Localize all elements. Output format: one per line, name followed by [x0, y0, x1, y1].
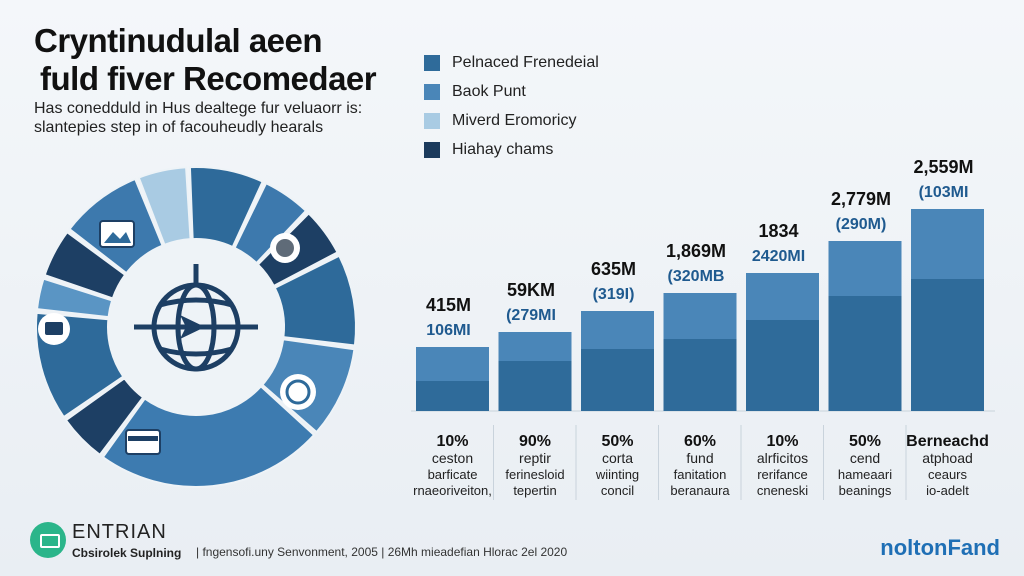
image-icon [99, 220, 135, 248]
x-tick-label: atphoad [922, 450, 973, 466]
footer-logo: noltonFand [880, 535, 1000, 560]
bar-segment-lower [911, 279, 984, 411]
bar-sub-label: 106MI [426, 322, 470, 339]
bar-value-label: 415M [426, 295, 471, 315]
bar-desc-line-2: io-adelt [926, 483, 969, 498]
title-line-1: Cryntinudulal aeen [34, 22, 323, 59]
bar-segment-lower [581, 349, 654, 411]
donut-chart [35, 166, 357, 488]
bar-desc-line-1: rerifance [757, 467, 808, 482]
bar-desc-line-2: tepertin [513, 483, 556, 498]
bar-value-label: 2,559M [913, 157, 973, 177]
x-tick-label: alrficitos [757, 450, 808, 466]
legend-swatch [424, 83, 440, 100]
bar-desc-line-1: fanitation [674, 467, 727, 482]
legend-item: Miverd Eromoricy [424, 106, 599, 135]
bar-sub-label: (290M) [836, 216, 887, 233]
bar-segment-lower [498, 361, 572, 411]
bar-segment-upper [416, 347, 489, 381]
x-tick-label: corta [602, 450, 633, 466]
arrow-icon [180, 315, 205, 339]
bar-percent-label: 60% [684, 433, 716, 450]
bar-desc-line-2: concil [601, 483, 634, 498]
bar-percent-label: 50% [601, 433, 633, 450]
x-tick-label: reptir [519, 450, 551, 466]
bar-desc-line-1: wiinting [595, 467, 639, 482]
bar-value-label: 1,869M [666, 241, 726, 261]
bar-percent-label: 10% [436, 433, 468, 450]
x-tick-label: ceston [432, 450, 473, 466]
legend-swatch [424, 112, 440, 129]
bar-series [416, 209, 984, 411]
bar-percent-label: 50% [849, 433, 881, 450]
bar-value-label: 2,779M [831, 189, 891, 209]
legend-item: Baok Punt [424, 77, 599, 106]
bar-segment-lower [416, 381, 489, 411]
bar-segment-upper [828, 241, 902, 296]
footer-tagline: Cbsirolek Suplning [72, 546, 182, 560]
bar-value-label: 1834 [758, 221, 798, 241]
footer-note: | fngensofi.uny Senvonment, 2005 | 26Mh … [196, 545, 568, 559]
bar-value-label: 635M [591, 259, 636, 279]
title-line-2: fuld fiver Recomedaer [40, 60, 377, 97]
bar-percent-label: Berneachd [906, 433, 989, 450]
chart-title: Cryntinudulal aeen fuld fiver Recomedaer [34, 22, 377, 98]
bar-segment-lower [746, 320, 819, 411]
subtitle-line-2: slantepies step in of facouheudly hearal… [34, 119, 324, 136]
globe-icon [134, 264, 258, 372]
bar-segment-upper [581, 311, 654, 349]
bar-desc-line-1: hameaari [838, 467, 892, 482]
bar-segment-upper [911, 209, 984, 279]
legend-swatch [424, 141, 440, 158]
bar-sub-label: (320MB [668, 268, 725, 285]
legend-item: Hiahay chams [424, 135, 599, 164]
device-icon [38, 313, 70, 345]
bar-segment-upper [746, 273, 819, 320]
bar-segment-upper [663, 293, 737, 339]
bar-segment-upper [498, 332, 572, 361]
donut-center [108, 239, 284, 415]
bar-desc-line-2: beanings [839, 483, 892, 498]
bar-percent-label: 10% [766, 433, 798, 450]
bar-sub-label: 2420MI [752, 248, 805, 265]
bar-desc-line-2: cneneski [757, 483, 808, 498]
coin-icon [270, 233, 300, 263]
bar-segment-lower [828, 296, 902, 411]
card-icon [125, 429, 161, 455]
legend-label: Hiahay chams [452, 140, 554, 158]
brand-logo-icon [30, 522, 66, 558]
bar-segment-lower [663, 339, 737, 411]
bar-labels: 415M106MI10%cestonbarficaternaeoriveiton… [413, 157, 989, 500]
legend: Pelnaced Frenedeial Baok Punt Miverd Ero… [424, 48, 599, 164]
bar-value-label: 59KM [507, 280, 555, 300]
bar-desc-line-1: ferinesloid [505, 467, 564, 482]
bar-desc-line-1: barficate [428, 467, 478, 482]
x-tick-label: cend [850, 450, 880, 466]
bar-percent-label: 90% [519, 433, 551, 450]
bar-desc-line-2: rnaeoriveiton, [413, 483, 492, 498]
bar-desc-line-1: ceaurs [928, 467, 968, 482]
subtitle-line-1: Has conedduld in Hus dealtege fur veluao… [34, 100, 363, 117]
footer-brand: ENTRIAN [72, 521, 167, 543]
bar-desc-line-2: beranaura [670, 483, 730, 498]
legend-item: Pelnaced Frenedeial [424, 48, 599, 77]
badge-icon [280, 374, 316, 410]
legend-label: Pelnaced Frenedeial [452, 53, 599, 71]
bar-sub-label: (279MI [506, 307, 556, 324]
legend-swatch [424, 54, 440, 71]
legend-label: Baok Punt [452, 82, 526, 100]
bar-sub-label: (319I) [593, 286, 635, 303]
bar-sub-label: (103MI [919, 184, 969, 201]
legend-label: Miverd Eromoricy [452, 111, 577, 129]
x-tick-label: fund [686, 450, 713, 466]
chart-subtitle: Has conedduld in Hus dealtege fur veluao… [34, 99, 362, 137]
